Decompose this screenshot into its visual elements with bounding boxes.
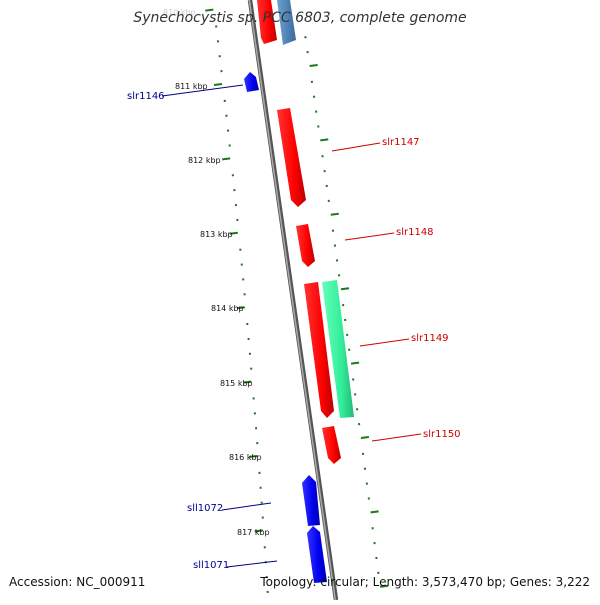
tick-label: 817 kbp	[237, 528, 270, 537]
gene-slr1146[interactable]	[244, 72, 259, 92]
tick-label: 811 kbp	[175, 82, 208, 91]
major-tick	[341, 288, 349, 289]
major-tick	[361, 437, 369, 438]
label-sll1071[interactable]: sll1071	[193, 560, 229, 571]
leader-line-slr1149	[360, 339, 409, 346]
label-slr1147[interactable]: slr1147	[382, 137, 420, 148]
gene-slr1148[interactable]	[296, 224, 315, 267]
tick-label: 815 kbp	[220, 379, 253, 388]
label-slr1149[interactable]: slr1149	[411, 333, 449, 344]
label-slr1146[interactable]: slr1146	[127, 91, 165, 102]
tick-labels: 811 kbp 812 kbp 813 kbp 814 kbp 815 kbp …	[175, 82, 270, 537]
major-tick	[331, 214, 339, 215]
leader-line-slr1148	[345, 233, 394, 240]
accession-text: Accession: NC_000911	[9, 575, 145, 589]
leader-line-sll1071	[227, 561, 277, 567]
major-tick	[320, 139, 328, 140]
tick-label: 812 kbp	[188, 156, 221, 165]
major-tick	[214, 84, 222, 85]
leader-line-slr1147	[332, 143, 380, 151]
genome-backbone-highlight	[249, 0, 335, 600]
map-title: Synechocystis sp. PCC 6803, complete gen…	[133, 10, 466, 26]
label-slr1150[interactable]: slr1150	[423, 429, 461, 440]
tick-label: 814 kbp	[211, 304, 244, 313]
major-tick	[371, 511, 379, 512]
gene-slr1147[interactable]	[277, 108, 306, 207]
label-slr1148[interactable]: slr1148	[396, 227, 434, 238]
major-tick	[351, 363, 359, 364]
gene-slr1150[interactable]	[322, 426, 341, 464]
major-tick	[222, 158, 230, 159]
tick-label: 816 kbp	[229, 453, 262, 462]
tick-label: 813 kbp	[200, 230, 233, 239]
major-tick	[310, 65, 318, 66]
label-sll1072[interactable]: sll1072	[187, 503, 223, 514]
leader-line-slr1150	[372, 434, 421, 441]
leader-line-sll1072	[222, 503, 271, 510]
summary-text: Topology: circular; Length: 3,573,470 bp…	[259, 575, 590, 589]
